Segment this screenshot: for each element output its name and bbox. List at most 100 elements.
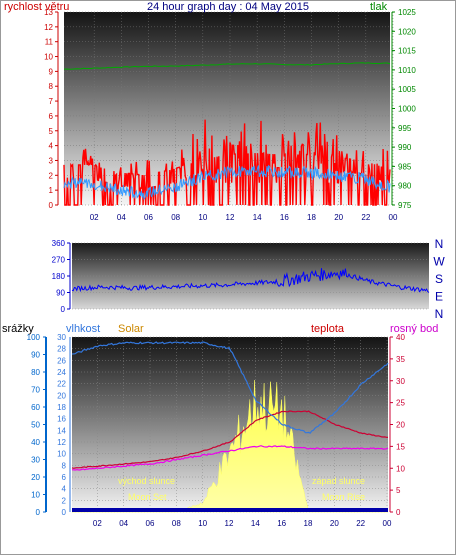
wind-tick-label: 2 (49, 171, 54, 180)
wind-direction-line (71, 268, 430, 293)
pressure-line (63, 62, 391, 70)
pressure-tick-label: 980 (398, 182, 412, 191)
wind-speed-line (63, 119, 391, 206)
temperature-tick-label: 30 (396, 377, 405, 386)
rain-tick-label: 20 (31, 473, 40, 482)
rain-tick-label: 50 (31, 421, 40, 430)
pressure-tick-label: 990 (398, 143, 412, 152)
rain-tick-label: 40 (31, 438, 40, 447)
direction-tick-label: 180 (52, 272, 66, 281)
x-tick-label: 20 (330, 519, 339, 528)
temperature-tick-label: 35 (396, 355, 405, 364)
rain-tick-label: 100 (27, 333, 41, 342)
x-tick-label: 20 (334, 213, 343, 222)
compass-letter: N (435, 307, 444, 321)
pressure-tick-label: 1020 (398, 27, 416, 36)
humidity-tick-label: 16 (57, 415, 66, 424)
pressure-label: tlak (370, 1, 388, 13)
wind-speed-label: rychlost větru (4, 1, 69, 13)
wind-tick-label: 13 (44, 8, 53, 17)
pressure-tick-label: 1005 (398, 85, 416, 94)
dewpoint-label: rosný bod (390, 323, 438, 335)
x-tick-label: 16 (280, 213, 289, 222)
humidity-label: vlhkost (66, 323, 100, 335)
temperature-ticks: 0 5 10 15 20 25 30 35 40 (390, 333, 405, 517)
humidity-tick-label: 0 (62, 508, 67, 517)
temperature-label: teplota (311, 323, 345, 335)
x-tick-label: 18 (307, 213, 316, 222)
direction-tick-label: 0 (61, 305, 66, 314)
x-tick-label: 08 (172, 519, 181, 528)
temperature-tick-label: 10 (396, 464, 405, 473)
x-tick-label: 12 (226, 213, 235, 222)
humidity-tick-label: 14 (57, 426, 66, 435)
chart-title: 24 hour graph day : 04 May 2015 (147, 1, 309, 13)
wind-tick-label: 4 (49, 142, 54, 151)
compass-letter: S (435, 272, 443, 286)
temperature-tick-label: 15 (396, 442, 405, 451)
rain-label: srážky (2, 323, 34, 335)
humidity-tick-label: 8 (62, 461, 67, 470)
pressure-ticks: 975 980 985 990 995 1000 1005 1010 1015 1020 1025 (392, 8, 416, 210)
humidity-tick-label: 12 (57, 438, 66, 447)
wind-tick-label: 5 (49, 127, 54, 136)
temperature-line (71, 410, 389, 469)
x-tick-label: 02 (90, 213, 99, 222)
pressure-tick-label: 975 (398, 201, 412, 210)
x-tick-label: 06 (144, 213, 153, 222)
humidity-tick-label: 26 (57, 356, 66, 365)
wind-tick-label: 0 (49, 201, 54, 210)
rain-tick-label: 80 (31, 368, 40, 377)
x-tick-label: 02 (93, 519, 102, 528)
x-tick-label: 04 (119, 519, 128, 528)
x-tick-label: 00 (383, 519, 392, 528)
bottom-x-ticks: 02 04 06 08 10 12 14 16 18 20 22 00 (93, 519, 392, 528)
direction-tick-label: 270 (52, 256, 66, 265)
wind-tick-label: 7 (49, 97, 54, 106)
wind-tick-label: 3 (49, 156, 54, 165)
wind-tick-label: 9 (49, 67, 54, 76)
x-tick-label: 10 (198, 213, 207, 222)
humidity-tick-label: 4 (62, 485, 67, 494)
x-tick-label: 22 (356, 519, 365, 528)
solar-label: Solar (118, 323, 144, 335)
x-tick-label: 04 (117, 213, 126, 222)
wind-tick-label: 11 (45, 38, 54, 47)
temperature-tick-label: 0 (396, 508, 401, 517)
rain-tick-label: 70 (31, 386, 40, 395)
compass-letter: N (435, 237, 444, 251)
rain-tick-label: 30 (31, 456, 40, 465)
rain-tick-label: 10 (31, 491, 40, 500)
humidity-tick-label: 28 (57, 345, 66, 354)
humidity-tick-label: 30 (57, 333, 66, 342)
temperature-tick-label: 5 (396, 486, 401, 495)
x-tick-label: 14 (253, 213, 262, 222)
wind-direction-grid (72, 242, 429, 310)
wind-tick-label: 6 (49, 112, 54, 121)
pressure-tick-label: 1010 (398, 66, 416, 75)
wind-tick-label: 12 (44, 23, 53, 32)
rain-tick-label: 90 (31, 351, 40, 360)
pressure-tick-label: 1025 (398, 8, 416, 17)
x-tick-label: 14 (251, 519, 260, 528)
rain-ticks: 0 10 20 30 40 50 60 70 80 90 100 (27, 333, 46, 517)
humidity-tick-label: 22 (57, 380, 66, 389)
x-tick-label: 10 (198, 519, 207, 528)
temperature-tick-label: 20 (396, 421, 405, 430)
pressure-tick-label: 1000 (398, 105, 416, 114)
pressure-tick-label: 995 (398, 124, 412, 133)
pressure-tick-label: 1015 (398, 47, 416, 56)
humidity-line (71, 341, 389, 434)
rain-tick-label: 60 (31, 403, 40, 412)
dewpoint-line (72, 445, 389, 471)
x-tick-label: 22 (361, 213, 370, 222)
moonset-annotation: Moon Set (128, 492, 167, 502)
x-tick-label: 12 (225, 519, 234, 528)
humidity-tick-label: 18 (57, 403, 66, 412)
compass-letter: E (435, 290, 443, 304)
